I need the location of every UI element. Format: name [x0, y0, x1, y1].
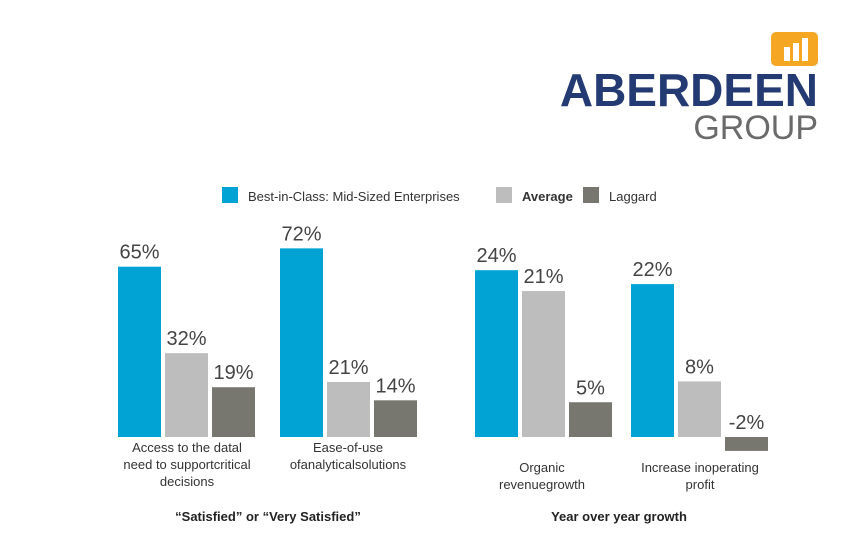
category-label: Access to the datal need to supportcritic… [123, 440, 250, 489]
legend-swatch [222, 187, 238, 203]
bar [327, 381, 370, 437]
legend-label: Laggard [609, 189, 657, 204]
bar [569, 402, 612, 437]
data-label: 72% [281, 223, 321, 245]
charts: 65% 32% 19% Access to the datal need to supp… [118, 223, 768, 524]
bar [374, 400, 417, 437]
data-label: 21% [523, 266, 563, 288]
legend-swatch [583, 187, 599, 203]
bar [118, 266, 161, 437]
data-label: 14% [375, 375, 415, 397]
data-label: 22% [632, 259, 672, 281]
legend-label: Best-in-Class: Mid-Sized Enterprises [248, 189, 460, 204]
data-label: 32% [166, 328, 206, 350]
bar [725, 437, 768, 451]
aberdeen-logo: ABERDEEN GROUP [560, 32, 818, 147]
chart-1: 65% 32% 19% Access to the datal need to supp… [118, 223, 417, 524]
legend-label: Average [522, 189, 573, 204]
data-label: 19% [213, 362, 253, 384]
category-label: Organic revenuegrowth [499, 460, 585, 492]
data-label: 65% [119, 242, 159, 264]
bar [165, 353, 208, 437]
category-label: Increase inoperating profit [641, 460, 759, 492]
logo-sub: GROUP [693, 109, 818, 147]
bar [631, 284, 674, 437]
bar [522, 291, 565, 437]
bar [280, 248, 323, 437]
bar-chart-icon [771, 32, 818, 66]
chart-2: 24% 21% 5% Organic revenuegrowth 22% 8% -2% Incr… [475, 245, 768, 524]
data-label: -2% [729, 412, 765, 434]
bar [475, 270, 518, 437]
data-label: 21% [328, 357, 368, 379]
bar [212, 387, 255, 437]
logo-name: ABERDEEN [560, 64, 818, 116]
data-label: 8% [685, 356, 714, 378]
data-label: 24% [476, 245, 516, 267]
chart-title: Year over year growth [551, 509, 687, 524]
legend: Best-in-Class: Mid-Sized Enterprises Aver… [222, 187, 657, 204]
chart-title: “Satisfied” or “Very Satisfied” [175, 509, 361, 524]
category-label: Ease-of-use ofanalyticalsolutions [290, 440, 407, 472]
data-label: 5% [576, 377, 605, 399]
bar [678, 381, 721, 437]
legend-swatch [496, 187, 512, 203]
